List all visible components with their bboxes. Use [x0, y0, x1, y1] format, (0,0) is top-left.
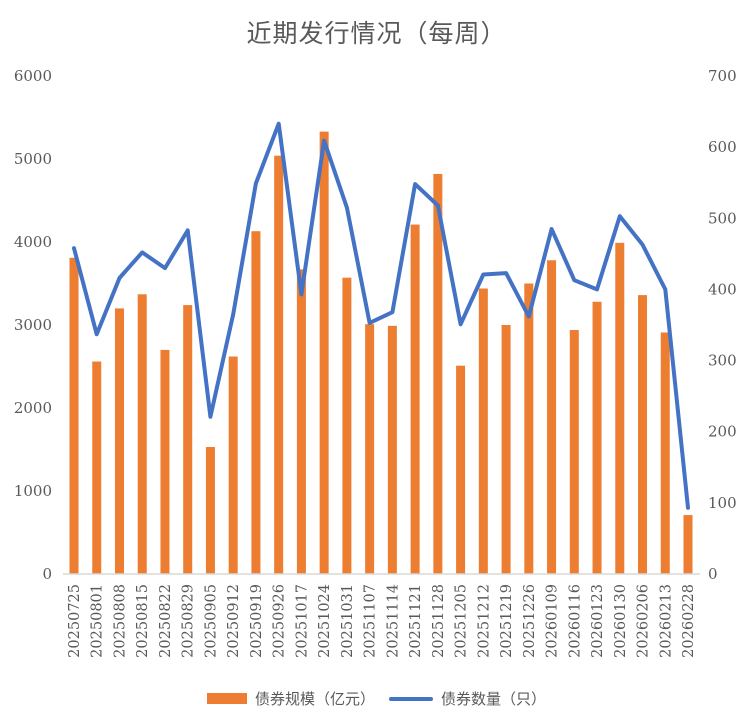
bar — [205, 447, 215, 574]
line-swatch-icon — [389, 696, 433, 701]
right-axis-tick: 200 — [708, 423, 737, 441]
x-axis-tick: 20250829 — [181, 584, 197, 658]
bar — [524, 283, 534, 574]
right-y-axis: 0 100 200 300 400 500 600 700 — [708, 67, 737, 583]
left-axis-tick: 0 — [42, 565, 52, 583]
bar — [660, 332, 670, 574]
left-axis-tick: 6000 — [14, 67, 52, 85]
x-axis-tick: 20250815 — [135, 584, 151, 658]
left-y-axis: 0 1000 2000 3000 4000 5000 6000 — [14, 67, 52, 583]
line-series-count — [72, 121, 690, 510]
right-axis-tick: 100 — [708, 494, 737, 512]
left-axis-tick: 5000 — [14, 150, 52, 168]
bar — [251, 231, 261, 574]
legend-item-bar: 债券规模（亿元） — [206, 688, 375, 709]
x-axis-labels: 20250725 20250801 20250808 20250815 20250822… — [67, 584, 697, 658]
x-axis-tick: 20250822 — [158, 584, 174, 658]
left-axis-tick: 2000 — [14, 399, 52, 417]
bar — [69, 257, 79, 574]
x-axis-tick: 20260123 — [590, 584, 606, 658]
x-axis-tick: 20251017 — [294, 584, 310, 658]
legend-line-label: 债券数量（只） — [441, 690, 547, 708]
right-axis-tick: 0 — [708, 565, 718, 583]
bar — [365, 324, 375, 574]
bar-series-scale — [69, 131, 693, 575]
x-axis-tick: 20251219 — [499, 584, 515, 658]
bar — [683, 515, 693, 574]
bar — [342, 277, 352, 574]
x-axis-tick: 20251024 — [317, 584, 333, 658]
x-axis-tick: 20251212 — [476, 584, 492, 658]
chart-title: 近期发行情况（每周） — [246, 19, 507, 48]
left-axis-tick: 3000 — [14, 316, 52, 334]
x-axis-tick: 20260206 — [636, 584, 652, 658]
bar — [638, 295, 648, 574]
right-axis-tick: 600 — [708, 138, 737, 156]
left-axis-tick: 4000 — [14, 233, 52, 251]
bar — [387, 325, 397, 574]
x-axis-tick: 20251031 — [340, 584, 356, 658]
left-axis-tick: 1000 — [14, 482, 52, 500]
right-axis-tick: 700 — [708, 67, 737, 85]
bar — [547, 260, 557, 574]
bar — [456, 365, 466, 574]
x-axis-tick: 20250919 — [249, 584, 265, 658]
x-axis-tick: 20251121 — [408, 584, 424, 658]
x-axis-tick: 20260116 — [567, 584, 583, 658]
bar — [433, 173, 443, 574]
legend-item-line: 债券数量（只） — [389, 688, 546, 709]
bar — [501, 325, 511, 574]
x-axis-tick: 20250905 — [203, 584, 219, 658]
bar — [137, 294, 147, 574]
x-axis-tick: 20251226 — [522, 584, 538, 658]
right-axis-tick: 400 — [708, 280, 737, 298]
bar — [92, 361, 102, 574]
x-axis-tick: 20250912 — [226, 584, 242, 658]
x-axis-tick: 20260228 — [681, 584, 697, 658]
bar-swatch-icon — [206, 693, 247, 704]
legend: 债券规模（亿元） 债券数量（只） — [0, 688, 753, 709]
x-axis-tick: 20251114 — [385, 584, 401, 658]
x-axis-tick: 20260130 — [613, 584, 629, 658]
x-axis-tick: 20260213 — [658, 584, 674, 658]
x-axis-tick: 20250725 — [67, 584, 83, 658]
bar — [114, 308, 124, 574]
x-axis-tick: 20250801 — [90, 584, 106, 658]
bar — [274, 155, 284, 574]
legend-bar-label: 债券规模（亿元） — [254, 690, 375, 708]
x-axis-tick: 20250808 — [112, 584, 128, 658]
x-axis-tick: 20251107 — [363, 584, 379, 658]
bar — [319, 131, 329, 575]
bar — [410, 224, 420, 574]
bar — [478, 288, 488, 574]
bar — [160, 349, 170, 574]
x-axis-tick: 20251205 — [454, 584, 470, 658]
x-axis-tick: 20251128 — [431, 584, 447, 658]
bar — [183, 305, 193, 574]
bar — [569, 329, 579, 574]
bar — [592, 301, 602, 574]
right-axis-tick: 500 — [708, 209, 737, 227]
x-axis-tick: 20250926 — [272, 584, 288, 658]
bar — [615, 242, 625, 574]
bar — [228, 356, 238, 574]
right-axis-tick: 300 — [708, 352, 737, 370]
bar — [296, 269, 306, 574]
x-axis-tick: 20260109 — [545, 584, 561, 658]
